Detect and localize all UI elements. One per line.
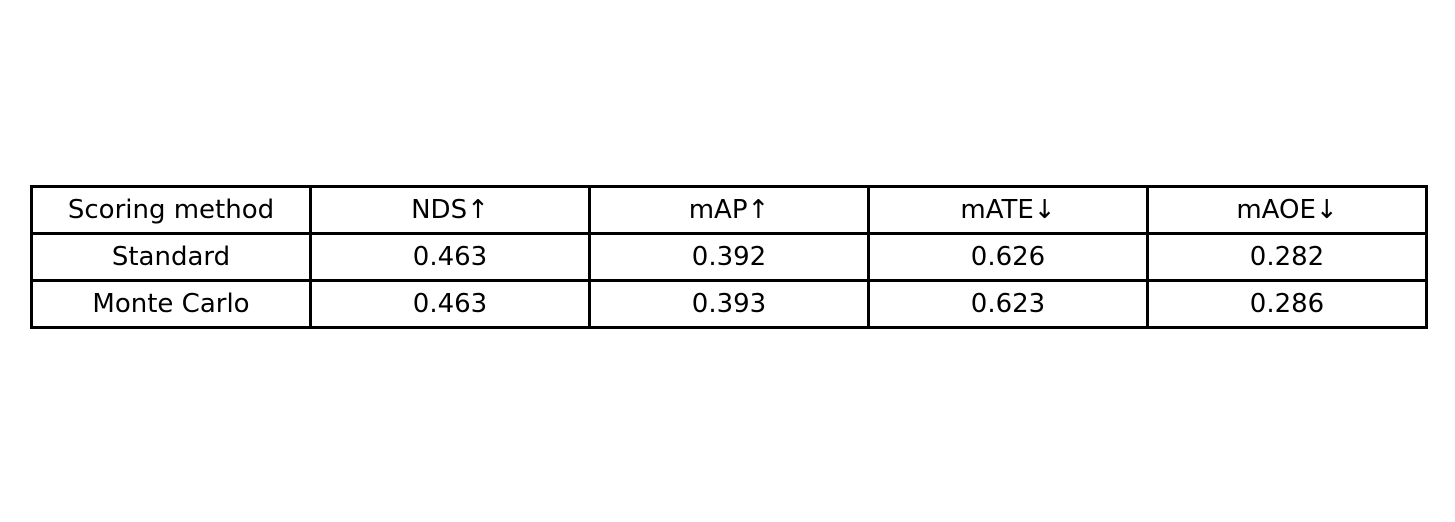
table-cell: 0.463 <box>309 232 591 282</box>
table-body: Scoring method NDS↑ mAP↑ mATE↓ mAOE↓ Standard… <box>30 185 1428 329</box>
row-label: Standard <box>30 232 312 282</box>
column-header: mAOE↓ <box>1146 185 1428 235</box>
column-header: mAP↑ <box>588 185 870 235</box>
column-header: mATE↓ <box>867 185 1149 235</box>
table-row: Standard 0.463 0.392 0.626 0.282 <box>30 232 1428 282</box>
column-header: NDS↑ <box>309 185 591 235</box>
table-cell: 0.393 <box>588 279 870 329</box>
table-cell: 0.463 <box>309 279 591 329</box>
table-cell: 0.286 <box>1146 279 1428 329</box>
table-cell: 0.282 <box>1146 232 1428 282</box>
table-cell: 0.626 <box>867 232 1149 282</box>
header-row: Scoring method NDS↑ mAP↑ mATE↓ mAOE↓ <box>30 185 1428 235</box>
row-label: Monte Carlo <box>30 279 312 329</box>
results-table: Scoring method NDS↑ mAP↑ mATE↓ mAOE↓ Standard… <box>30 185 1428 329</box>
table-cell: 0.623 <box>867 279 1149 329</box>
table-row: Monte Carlo 0.463 0.393 0.623 0.286 <box>30 279 1428 329</box>
column-header: Scoring method <box>30 185 312 235</box>
table-cell: 0.392 <box>588 232 870 282</box>
